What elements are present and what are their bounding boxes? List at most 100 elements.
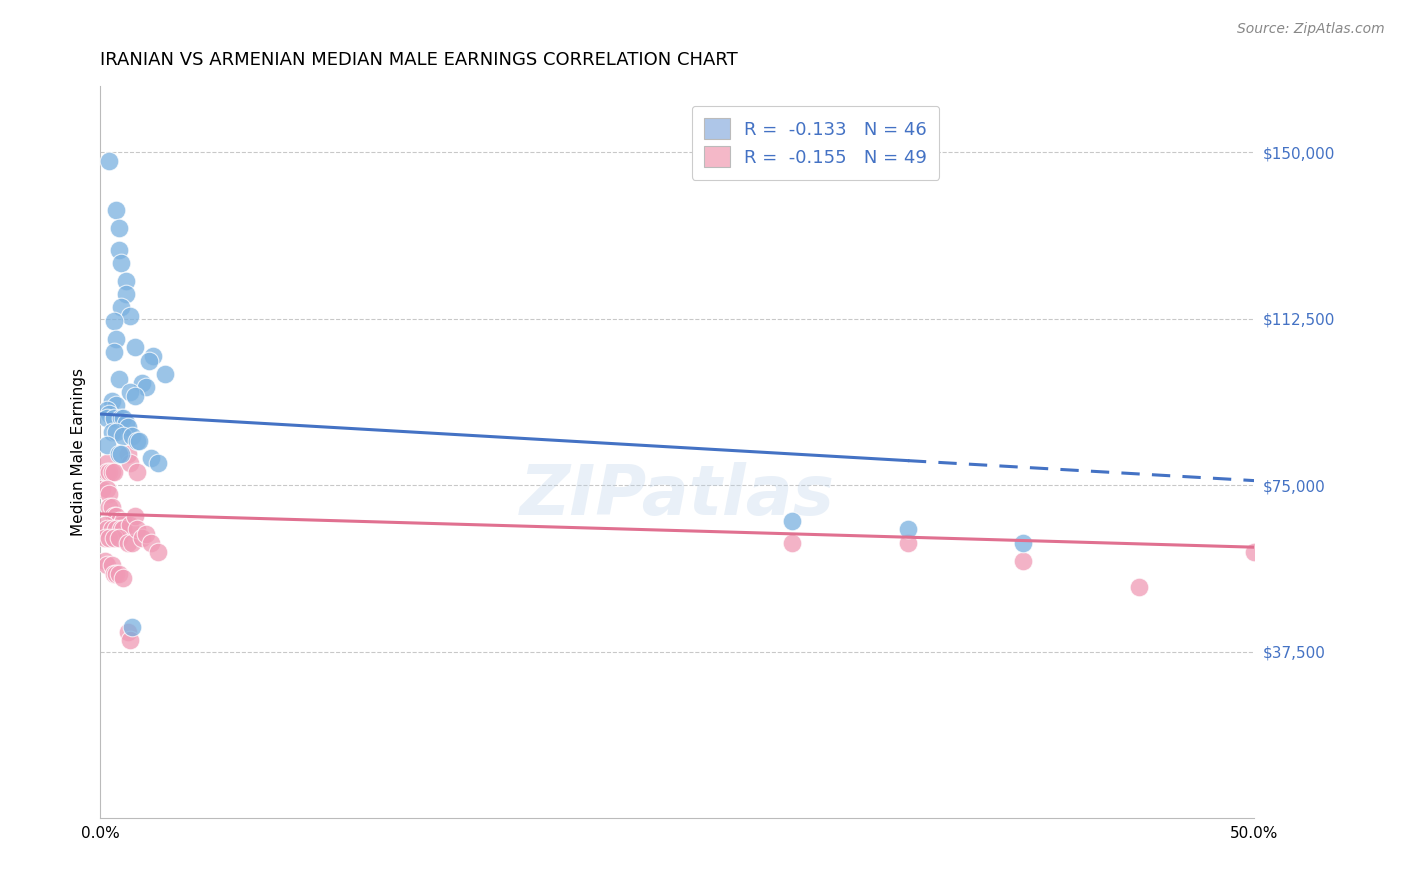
Point: [105, 202, 128, 217]
Point: [124, 340, 146, 354]
Legend: R =  -0.133   N = 46, R =  -0.155   N = 49: R = -0.133 N = 46, R = -0.155 N = 49: [692, 105, 939, 179]
Point: [103, 566, 125, 581]
Point: [93, 553, 115, 567]
Point: [98, 465, 121, 479]
Point: [103, 509, 125, 524]
Point: [98, 487, 121, 501]
Point: [103, 514, 125, 528]
Point: [110, 301, 132, 315]
Point: [96, 465, 118, 479]
Point: [110, 256, 132, 270]
Point: [117, 447, 139, 461]
Point: [96, 483, 118, 497]
Point: [96, 558, 118, 572]
Point: [112, 514, 135, 528]
Point: [125, 465, 148, 479]
Point: [128, 434, 150, 448]
Point: [138, 353, 160, 368]
Point: [103, 411, 125, 425]
Point: [93, 531, 115, 545]
Point: [120, 384, 142, 399]
Point: [96, 523, 118, 537]
Point: [1128, 580, 1150, 594]
Point: [125, 523, 148, 537]
Point: [105, 425, 128, 439]
Point: [114, 274, 136, 288]
Point: [96, 438, 118, 452]
Point: [105, 509, 128, 524]
Point: [142, 349, 165, 363]
Point: [107, 371, 129, 385]
Point: [103, 344, 125, 359]
Text: Source: ZipAtlas.com: Source: ZipAtlas.com: [1237, 22, 1385, 37]
Point: [1012, 553, 1035, 567]
Point: [110, 518, 132, 533]
Point: [105, 523, 128, 537]
Point: [124, 389, 146, 403]
Point: [110, 523, 132, 537]
Point: [96, 402, 118, 417]
Point: [131, 376, 153, 390]
Point: [103, 314, 125, 328]
Point: [120, 633, 142, 648]
Point: [107, 243, 129, 257]
Point: [100, 523, 122, 537]
Text: ZIPatlas: ZIPatlas: [520, 462, 835, 529]
Point: [107, 531, 129, 545]
Point: [96, 411, 118, 425]
Point: [93, 518, 115, 533]
Point: [1243, 544, 1265, 558]
Point: [98, 500, 121, 515]
Point: [103, 531, 125, 545]
Point: [100, 465, 122, 479]
Point: [782, 514, 804, 528]
Point: [146, 456, 169, 470]
Point: [1012, 535, 1035, 549]
Point: [897, 535, 920, 549]
Point: [96, 456, 118, 470]
Point: [98, 153, 121, 168]
Point: [135, 380, 157, 394]
Point: [110, 411, 132, 425]
Point: [103, 465, 125, 479]
Point: [114, 416, 136, 430]
Text: IRANIAN VS ARMENIAN MEDIAN MALE EARNINGS CORRELATION CHART: IRANIAN VS ARMENIAN MEDIAN MALE EARNINGS…: [100, 51, 738, 69]
Point: [139, 535, 162, 549]
Point: [100, 500, 122, 515]
Point: [135, 527, 157, 541]
Point: [146, 544, 169, 558]
Point: [112, 523, 135, 537]
Point: [117, 420, 139, 434]
Point: [120, 518, 142, 533]
Point: [117, 624, 139, 639]
Point: [897, 523, 920, 537]
Point: [105, 566, 128, 581]
Point: [91, 483, 114, 497]
Point: [105, 398, 128, 412]
Point: [100, 393, 122, 408]
Point: [110, 447, 132, 461]
Point: [107, 220, 129, 235]
Point: [114, 287, 136, 301]
Point: [153, 367, 176, 381]
Point: [98, 531, 121, 545]
Point: [98, 407, 121, 421]
Point: [125, 434, 148, 448]
Point: [120, 456, 142, 470]
Point: [107, 447, 129, 461]
Point: [117, 535, 139, 549]
Point: [112, 429, 135, 443]
Point: [107, 514, 129, 528]
Point: [139, 451, 162, 466]
Y-axis label: Median Male Earnings: Median Male Earnings: [72, 368, 86, 536]
Point: [782, 535, 804, 549]
Point: [100, 425, 122, 439]
Point: [121, 620, 143, 634]
Point: [121, 429, 143, 443]
Point: [105, 332, 128, 346]
Point: [112, 411, 135, 425]
Point: [107, 566, 129, 581]
Point: [124, 509, 146, 524]
Point: [100, 558, 122, 572]
Point: [121, 535, 143, 549]
